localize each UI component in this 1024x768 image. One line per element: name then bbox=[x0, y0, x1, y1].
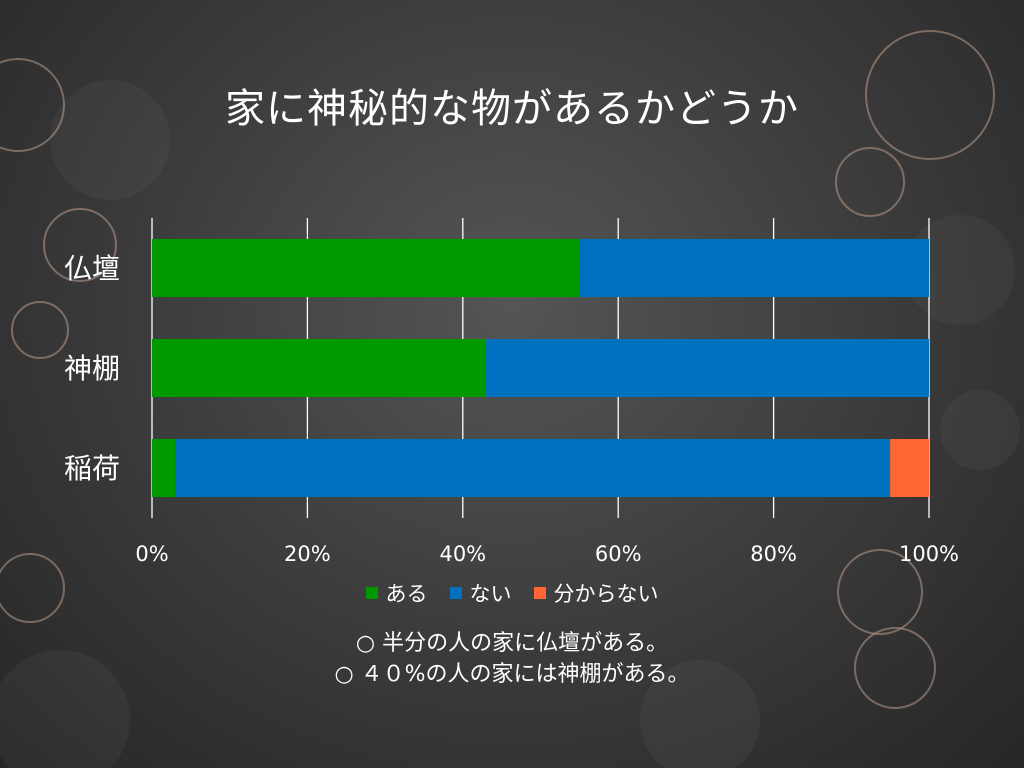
x-tick-label-3: 60% bbox=[595, 542, 642, 566]
bar-2-1 bbox=[175, 439, 891, 497]
legend-swatch-aru bbox=[365, 587, 378, 599]
x-tick-label-0: 0% bbox=[135, 542, 168, 566]
x-tick-label-5: 100% bbox=[899, 542, 959, 566]
bar-1-0 bbox=[152, 339, 487, 397]
chart-legend: ある ない 分からない bbox=[0, 578, 1024, 608]
chart-title: 家に神秘的な物があるかどうか bbox=[225, 86, 799, 132]
legend-swatch-wakaranai bbox=[533, 587, 546, 599]
note-line-2: ○ ４０%の人の家には神棚がある。 bbox=[334, 662, 690, 687]
bar-0-1 bbox=[579, 239, 929, 297]
category-label-0: 仏壇 bbox=[64, 252, 120, 285]
category-label-1: 神棚 bbox=[64, 352, 120, 385]
x-tick-label-4: 80% bbox=[750, 542, 797, 566]
legend-item-wakaranai: 分からない bbox=[533, 578, 659, 608]
legend-label-wakaranai: 分からない bbox=[553, 582, 659, 606]
category-label-2: 稲荷 bbox=[64, 452, 120, 485]
legend-label-nai: ない bbox=[469, 582, 512, 606]
note-line-1: ○ 半分の人の家に仏壇がある。 bbox=[355, 631, 669, 656]
bar-2-0 bbox=[152, 439, 176, 497]
legend-label-aru: ある bbox=[385, 582, 428, 606]
bar-0-0 bbox=[152, 239, 580, 297]
bar-2-2 bbox=[890, 439, 929, 497]
bar-1-1 bbox=[486, 339, 929, 397]
x-tick-label-2: 40% bbox=[439, 542, 486, 566]
legend-item-nai: ない bbox=[449, 578, 512, 608]
legend-item-aru: ある bbox=[365, 578, 428, 608]
x-tick-label-1: 20% bbox=[284, 542, 331, 566]
slide-notes: ○ 半分の人の家に仏壇がある。 ○ ４０%の人の家には神棚がある。 bbox=[0, 628, 1024, 690]
legend-swatch-nai bbox=[449, 587, 462, 599]
